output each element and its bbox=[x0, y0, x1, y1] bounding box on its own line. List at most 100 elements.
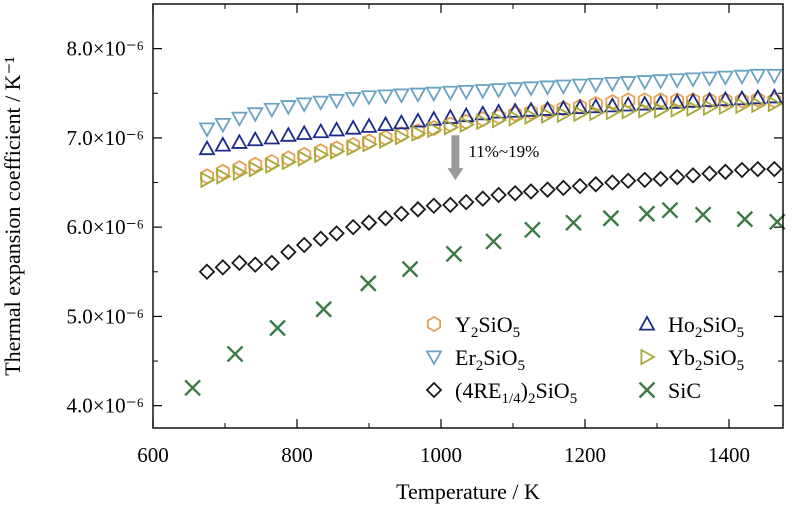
data-point bbox=[359, 275, 377, 292]
data-point bbox=[279, 126, 297, 142]
data-point bbox=[392, 88, 410, 104]
legend-subscript: 5 bbox=[737, 358, 745, 374]
data-point bbox=[441, 85, 459, 102]
legend-subscript: 2 bbox=[476, 358, 484, 374]
data-point bbox=[524, 221, 541, 239]
data-point bbox=[750, 91, 765, 108]
plot-frame bbox=[152, 3, 784, 429]
data-point bbox=[733, 89, 751, 106]
data-point bbox=[281, 153, 298, 171]
data-point bbox=[279, 100, 297, 116]
data-point bbox=[540, 102, 555, 119]
data-point bbox=[522, 101, 540, 117]
data-point bbox=[459, 115, 476, 134]
data-point bbox=[571, 78, 589, 95]
annotation-arrow-shaft bbox=[451, 135, 460, 171]
data-point bbox=[749, 68, 767, 85]
data-point bbox=[297, 149, 314, 167]
data-point bbox=[716, 90, 734, 107]
data-point bbox=[265, 157, 281, 175]
data-point bbox=[766, 160, 783, 178]
legend-marker bbox=[638, 315, 656, 331]
legend-subscript: 5 bbox=[570, 391, 578, 407]
data-point bbox=[636, 75, 654, 91]
data-point bbox=[703, 99, 719, 117]
data-point bbox=[457, 84, 475, 101]
data-point bbox=[377, 115, 395, 132]
data-point bbox=[522, 81, 540, 97]
data-point bbox=[539, 80, 557, 96]
data-point bbox=[653, 92, 668, 109]
data-point bbox=[457, 193, 475, 211]
data-point bbox=[312, 95, 330, 112]
data-point bbox=[668, 168, 686, 186]
data-point bbox=[619, 172, 637, 190]
data-point bbox=[539, 181, 556, 198]
data-point bbox=[246, 256, 264, 273]
data-point bbox=[670, 100, 687, 118]
legend-subscript: 5 bbox=[513, 325, 521, 341]
x-tick-label: 1200 bbox=[564, 443, 606, 467]
data-point bbox=[330, 142, 346, 160]
data-point bbox=[686, 99, 702, 117]
data-point bbox=[360, 214, 378, 231]
data-point bbox=[702, 92, 717, 109]
data-point bbox=[767, 95, 784, 113]
legend-marker bbox=[638, 381, 656, 399]
data-point bbox=[637, 92, 652, 109]
data-point bbox=[694, 206, 712, 224]
legend-text-part: ) bbox=[521, 378, 528, 403]
data-point bbox=[216, 167, 232, 185]
data-point bbox=[263, 254, 281, 272]
data-point bbox=[269, 319, 286, 337]
legend-subscript: 2 bbox=[695, 358, 703, 374]
data-point bbox=[765, 87, 783, 104]
data-point bbox=[701, 91, 719, 107]
y-tick-label: 6.0×10⁻⁶ bbox=[67, 215, 145, 239]
legend-marker bbox=[426, 315, 442, 333]
annotation-text: 11%~19% bbox=[468, 142, 539, 161]
series-ho2sio5 bbox=[198, 87, 783, 156]
data-point bbox=[314, 146, 330, 164]
legend-item: (4RE1/4)2SiO5 bbox=[425, 378, 578, 407]
series-yb2sio5 bbox=[200, 95, 784, 189]
legend-text-part: SiO bbox=[535, 378, 569, 403]
data-point bbox=[668, 73, 686, 89]
legend-text-part: Y bbox=[455, 312, 471, 337]
data-point bbox=[587, 97, 605, 114]
data-point bbox=[605, 103, 622, 121]
data-point bbox=[425, 86, 443, 103]
data-point bbox=[328, 225, 345, 242]
data-point bbox=[360, 90, 378, 106]
y-tick-label: 8.0×10⁻⁶ bbox=[67, 37, 145, 61]
x-tick-label: 800 bbox=[281, 443, 313, 467]
data-point bbox=[200, 171, 216, 189]
data-point bbox=[315, 300, 332, 318]
data-point bbox=[443, 118, 460, 136]
data-point bbox=[214, 136, 232, 152]
legend-text-part: Yb bbox=[668, 345, 695, 370]
data-point bbox=[652, 94, 670, 110]
data-point bbox=[232, 164, 249, 182]
data-point bbox=[344, 218, 362, 236]
data-point bbox=[377, 89, 395, 105]
legend-subscript: 2 bbox=[695, 325, 703, 341]
data-point bbox=[733, 161, 751, 179]
data-point bbox=[701, 165, 718, 182]
legend-text-part: SiO bbox=[702, 345, 736, 370]
data-point bbox=[684, 167, 702, 184]
data-point bbox=[556, 106, 573, 124]
series-er2sio5 bbox=[198, 68, 783, 138]
legend-text-part: SiC bbox=[668, 378, 701, 403]
data-point bbox=[246, 107, 264, 123]
legend-subscript: 2 bbox=[471, 325, 479, 341]
data-point bbox=[589, 104, 605, 122]
data-point bbox=[603, 76, 621, 93]
data-point bbox=[490, 83, 508, 99]
data-point bbox=[425, 197, 443, 215]
data-point bbox=[541, 107, 557, 125]
data-point bbox=[442, 196, 459, 214]
data-point bbox=[716, 70, 734, 87]
legend-text-part: Er bbox=[455, 345, 476, 370]
data-point bbox=[768, 213, 786, 231]
